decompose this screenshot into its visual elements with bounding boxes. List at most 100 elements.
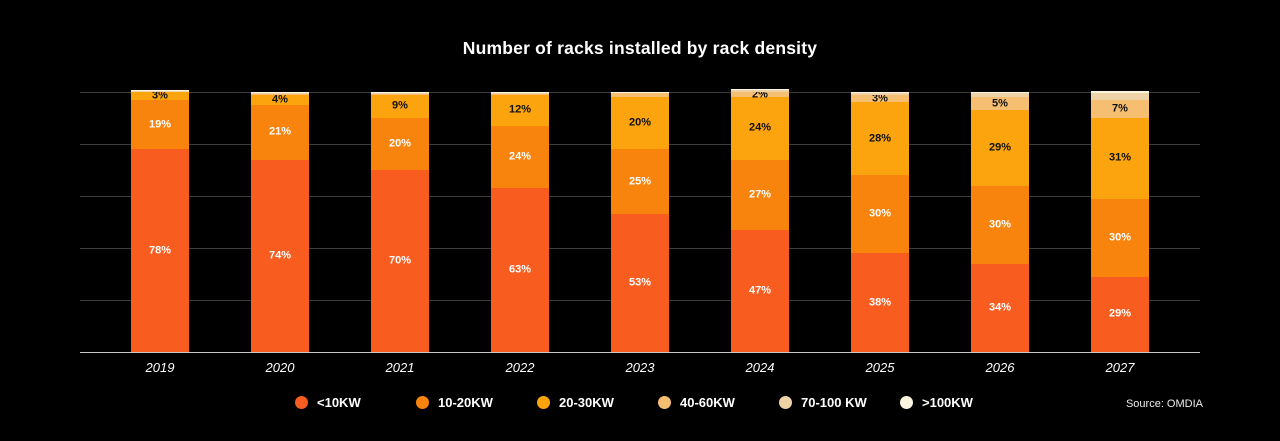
legend-label: <10KW xyxy=(317,395,361,410)
bar-segment-<10KW: 53% xyxy=(611,214,669,352)
bar-segment-value: 63% xyxy=(508,263,532,276)
legend: <10KW 10-20KW 20-30KW 40-60KW 70-100 KW >100K… xyxy=(295,395,973,410)
x-axis-label-2020: 2020 xyxy=(265,360,295,375)
legend-swatch-icon xyxy=(416,396,429,409)
legend-item: >100KW xyxy=(900,395,973,410)
bar-segment-value: 74% xyxy=(268,249,292,262)
bar-segment-value: 29% xyxy=(1108,307,1132,320)
bar-segment-value: 24% xyxy=(508,150,532,163)
legend-swatch-icon xyxy=(295,396,308,409)
bar-segment-40-60KW xyxy=(491,93,549,95)
bar-segment-40-60KW: 2% xyxy=(731,88,789,101)
x-axis-label-2024: 2024 xyxy=(745,360,775,375)
bar-segment-value: 2% xyxy=(752,88,768,101)
bar-segment-70-100 KW xyxy=(491,92,549,94)
bar-segment-value: 28% xyxy=(868,132,892,145)
bar-segment-value: 7% xyxy=(1112,102,1128,115)
bar-segment-value: 19% xyxy=(148,118,172,130)
bar-segment-10-20KW: 30% xyxy=(971,185,1029,264)
x-axis-label-2019: 2019 xyxy=(145,360,175,375)
bar-segment-20-30KW: 24% xyxy=(731,97,789,160)
bar-segment-value: 25% xyxy=(628,175,652,188)
bar-segment-value: 20% xyxy=(628,116,652,129)
bar-segment-20-30KW: 9% xyxy=(371,94,429,118)
bar-segment-70-100 KW xyxy=(851,92,909,95)
bar-segment-20-30KW: 29% xyxy=(971,110,1029,186)
bar-segment-value: 31% xyxy=(1108,151,1132,164)
bar-group-2021: 70% 20% 9% xyxy=(371,92,429,352)
chart-title: Number of racks installed by rack densit… xyxy=(462,38,818,58)
bar-segment-value: 12% xyxy=(508,103,532,116)
legend-item: 20-30KW xyxy=(537,395,658,410)
bar-segment-value: 38% xyxy=(868,296,892,309)
bar-segment->100KW xyxy=(971,92,1029,94)
bar-group-2019: 78% 19% 3% xyxy=(131,90,189,352)
legend-label: 40-60KW xyxy=(680,395,735,410)
x-axis-label-2021: 2021 xyxy=(385,360,415,375)
bar-segment->100KW xyxy=(251,92,309,93)
x-axis-label-2022: 2022 xyxy=(505,360,535,375)
bar-segment-value: 21% xyxy=(268,125,292,138)
bar-segment-value: 30% xyxy=(868,207,892,220)
bar-segment-20-30KW: 20% xyxy=(611,97,669,150)
bar-segment-<10KW: 29% xyxy=(1091,276,1149,352)
legend-item: 10-20KW xyxy=(416,395,537,410)
bar-segment-70-100 KW xyxy=(251,92,309,94)
legend-label: 20-30KW xyxy=(559,395,614,410)
bar-segment-value: 20% xyxy=(388,137,412,150)
bar-group-2025: 38% 30% 28% 3% xyxy=(851,92,909,352)
bar-segment-value: 24% xyxy=(748,121,772,134)
bar-segment-70-100 KW xyxy=(971,93,1029,98)
bar-segment->100KW xyxy=(731,89,789,90)
bar-segment-value: 30% xyxy=(988,218,1012,231)
bar-segment-value: 53% xyxy=(628,276,652,289)
bar-segment-value: 4% xyxy=(272,93,288,106)
bar-segment-20-30KW: 3% xyxy=(131,89,189,102)
bar-segment-value: 78% xyxy=(148,244,172,257)
bar-segment->100KW xyxy=(611,91,669,93)
bar-segment->100KW xyxy=(491,92,549,93)
bar-segment-<10KW: 74% xyxy=(251,159,309,352)
bar-segment-70-100 KW xyxy=(1091,93,1149,100)
bar-segment-<10KW: 34% xyxy=(971,263,1029,352)
bar-group-2020: 74% 21% 4% xyxy=(251,92,309,352)
x-axis-label-2026: 2026 xyxy=(985,360,1015,375)
legend-swatch-icon xyxy=(900,396,913,409)
bar-segment-value: 5% xyxy=(992,97,1008,110)
bar-segment->100KW xyxy=(131,89,189,91)
bar-segment-70-100 KW xyxy=(131,90,189,93)
bar-segment-20-30KW: 12% xyxy=(491,94,549,126)
bar-segment-<10KW: 38% xyxy=(851,253,909,352)
bar-group-2027: 29% 30% 31% 7% xyxy=(1091,90,1149,352)
bar-segment-40-60KW xyxy=(611,93,669,98)
bar-segment-20-30KW: 28% xyxy=(851,102,909,176)
bar-segment-10-20KW: 21% xyxy=(251,105,309,160)
bar-segment-<10KW: 47% xyxy=(731,229,789,352)
bar-segment-10-20KW: 24% xyxy=(491,125,549,189)
bar-segment->100KW xyxy=(371,92,429,93)
bar-segment-value: 27% xyxy=(748,188,772,201)
plot-area: 78% 19% 3% 74% 21% 4% 70% 20% 9% 63% 24% 12% 53% 25% 2… xyxy=(80,88,1200,353)
legend-swatch-icon xyxy=(779,396,792,409)
bar-segment-value: 3% xyxy=(872,92,888,104)
bar-group-2022: 63% 24% 12% xyxy=(491,92,549,352)
bar-segment-40-60KW xyxy=(251,93,309,95)
bar-segment-40-60KW: 7% xyxy=(1091,99,1149,119)
bar-segment-value: 9% xyxy=(392,99,408,112)
legend-label: >100KW xyxy=(922,395,973,410)
bar-segment-10-20KW: 20% xyxy=(371,118,429,170)
x-axis-label-2023: 2023 xyxy=(625,360,655,375)
bar-segment-10-20KW: 27% xyxy=(731,159,789,230)
bar-segment-10-20KW: 19% xyxy=(131,99,189,150)
bar-segment-10-20KW: 30% xyxy=(851,175,909,254)
bar-segment-10-20KW: 30% xyxy=(1091,198,1149,277)
bar-segment-value: 3% xyxy=(152,89,168,102)
bar-segment-value: 29% xyxy=(988,141,1012,154)
bar-segment-70-100 KW xyxy=(371,92,429,94)
bar-segment-70-100 KW xyxy=(611,92,669,94)
bar-segment-<10KW: 63% xyxy=(491,188,549,352)
bar-group-2026: 34% 30% 29% 5% xyxy=(971,92,1029,352)
bar-segment-value: 70% xyxy=(388,254,412,267)
bar-segment-40-60KW xyxy=(371,93,429,95)
